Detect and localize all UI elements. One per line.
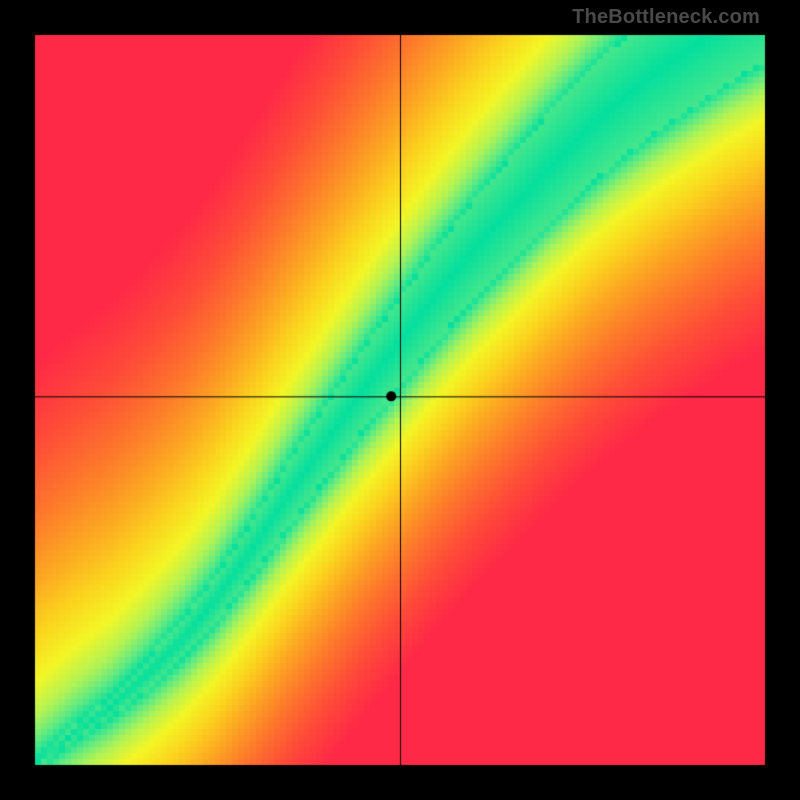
bottleneck-heatmap: [0, 0, 800, 800]
watermark-text: TheBottleneck.com: [572, 6, 760, 29]
